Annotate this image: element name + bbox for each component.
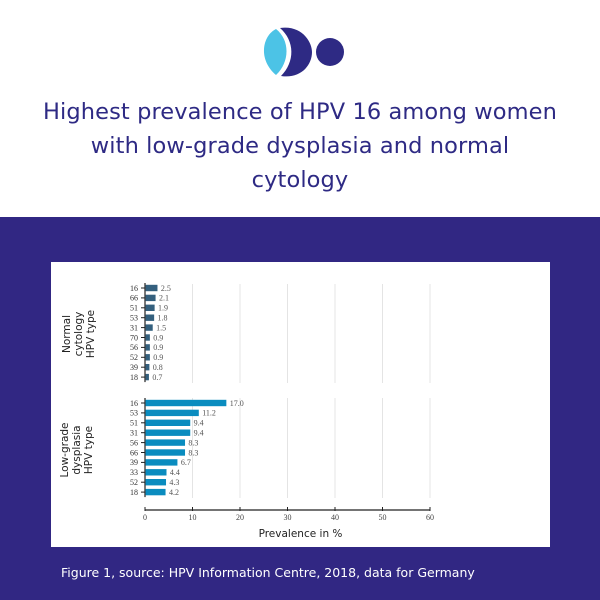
y-axis-title: Low-grade — [59, 422, 71, 477]
data-label: 4.4 — [170, 468, 180, 477]
data-label: 4.3 — [169, 478, 179, 487]
y-tick-label: 56 — [130, 343, 138, 352]
x-tick-label: 60 — [426, 513, 434, 522]
data-label: 0.9 — [153, 343, 163, 352]
data-label: 6.7 — [181, 458, 191, 467]
y-tick-label: 51 — [130, 419, 138, 428]
y-axis-title: HPV type — [83, 426, 95, 474]
x-tick-label: 30 — [284, 513, 292, 522]
data-label: 9.4 — [194, 419, 204, 428]
bar-bottom-hpv56 — [145, 439, 186, 446]
y-tick-label: 52 — [130, 353, 138, 362]
data-label: 17.0 — [230, 399, 244, 408]
x-tick-label: 0 — [143, 513, 147, 522]
y-tick-label: 56 — [130, 438, 138, 447]
bar-bottom-hpv31 — [145, 429, 191, 436]
y-axis-title: Normal — [61, 315, 73, 353]
y-tick-label: 70 — [130, 333, 138, 342]
headline: Highest prevalence of HPV 16 among women… — [43, 99, 557, 193]
bar-bottom-hpv66 — [145, 449, 186, 456]
y-tick-label: 18 — [130, 488, 138, 497]
figure-caption: Figure 1, source: HPV Information Centre… — [61, 565, 475, 580]
y-tick-label: 16 — [130, 399, 138, 408]
y-axis-title: dysplasia — [71, 425, 83, 474]
bar-bottom-hpv39 — [145, 459, 178, 466]
y-tick-label: 39 — [130, 458, 138, 467]
bar-top-hpv18 — [145, 373, 149, 381]
bar-bottom-hpv16 — [145, 399, 227, 407]
bar-top-hpv66 — [145, 294, 156, 302]
y-tick-label: 66 — [130, 448, 138, 457]
y-tick-label: 31 — [130, 323, 138, 332]
y-tick-label: 16 — [130, 284, 138, 293]
x-tick-label: 10 — [189, 513, 197, 522]
data-label: 11.2 — [202, 409, 216, 418]
data-label: 0.9 — [153, 353, 163, 362]
bar-bottom-hpv18 — [145, 488, 166, 496]
x-tick-label: 50 — [379, 513, 387, 522]
data-label: 1.5 — [156, 323, 166, 332]
data-label: 0.7 — [152, 373, 162, 382]
bar-top-hpv56 — [145, 344, 150, 351]
logo-graphic — [263, 27, 344, 77]
bar-top-hpv31 — [145, 324, 153, 331]
bar-top-hpv52 — [145, 354, 150, 361]
data-label: 2.5 — [161, 284, 171, 293]
bar-top-hpv39 — [145, 364, 150, 371]
x-tick-label: 40 — [331, 513, 339, 522]
y-axis-title: cytology — [73, 312, 85, 357]
y-tick-label: 39 — [130, 363, 138, 372]
brand-logo — [0, 0, 600, 90]
bar-bottom-hpv52 — [145, 479, 167, 486]
bar-top-hpv70 — [145, 334, 150, 341]
y-tick-label: 33 — [130, 468, 138, 477]
y-tick-label: 53 — [130, 409, 138, 418]
x-axis-title: Prevalence in % — [259, 528, 343, 540]
data-label: 1.8 — [158, 314, 168, 323]
bar-top-hpv53 — [145, 314, 155, 321]
data-label: 1.9 — [158, 304, 168, 313]
bar-top-hpv16 — [145, 284, 158, 292]
y-axis-title: HPV type — [85, 310, 97, 358]
bar-top-hpv51 — [145, 304, 155, 311]
data-label: 4.2 — [169, 488, 179, 497]
data-label: 8.3 — [188, 438, 198, 447]
y-tick-label: 53 — [130, 314, 138, 323]
y-tick-label: 18 — [130, 373, 138, 382]
logo-light-lens-icon — [263, 29, 287, 75]
hpv-prevalence-chart: 16 2.5 66 2.1 51 1.9 53 1.8 31 1.5 70 0.9 56 0.9 52 0.9… — [59, 283, 434, 540]
x-tick-label: 20 — [236, 513, 244, 522]
y-tick-label: 31 — [130, 429, 138, 438]
data-label: 8.3 — [188, 448, 198, 457]
bar-bottom-hpv53 — [145, 409, 199, 417]
logo-dark-halfmoon-icon — [280, 27, 312, 77]
logo-dot-icon — [316, 38, 344, 66]
data-label: 9.4 — [194, 429, 204, 438]
y-tick-label: 66 — [130, 294, 138, 303]
y-tick-label: 51 — [130, 304, 138, 313]
data-label: 2.1 — [159, 294, 169, 303]
data-label: 0.9 — [153, 333, 163, 342]
y-tick-label: 52 — [130, 478, 138, 487]
bar-bottom-hpv51 — [145, 419, 191, 426]
chart-panel: 16 2.5 66 2.1 51 1.9 53 1.8 31 1.5 70 0.9 56 0.9 52 0.9… — [51, 262, 550, 547]
bar-bottom-hpv33 — [145, 469, 167, 476]
data-label: 0.8 — [153, 363, 163, 372]
